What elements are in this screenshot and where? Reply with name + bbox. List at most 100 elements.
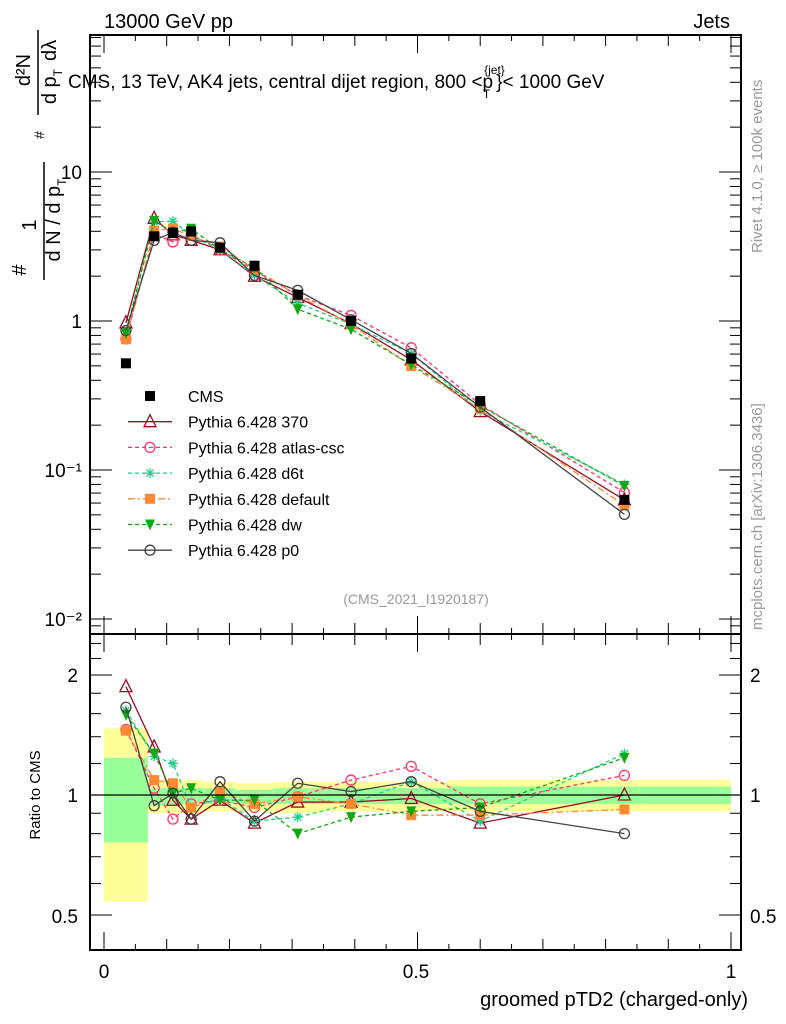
ratio-y-tick-1: 1 — [67, 786, 78, 807]
ratio-y-tick-0.5-right: 0.5 — [750, 907, 776, 928]
square-marker — [149, 775, 160, 786]
triangle-down-marker — [149, 748, 160, 760]
mcplots-label: mcplots.cern.ch [arXiv:1306.3436] — [749, 403, 766, 630]
svg-text:#: # — [9, 264, 31, 276]
triangle-down-marker — [619, 752, 630, 764]
triangle-down-marker — [475, 802, 486, 814]
x-tick-1: 1 — [726, 962, 737, 983]
rivet-label: Rivet 4.1.0, ≥ 100k events — [749, 80, 766, 253]
x-axis-label: groomed pTD2 (charged-only) — [480, 989, 748, 1011]
cms-data-point — [619, 494, 630, 505]
square-marker — [346, 798, 357, 809]
x-tick-0.5: 0.5 — [403, 962, 429, 983]
triangle-down-marker — [149, 215, 160, 227]
series-pythia-6-428-370 — [118, 209, 632, 506]
ratio-frame — [89, 633, 742, 951]
circle-marker — [618, 508, 631, 520]
circle-marker — [292, 777, 304, 789]
analysis-id: (CMS_2021_I1920187) — [343, 591, 489, 607]
cms-data-point — [149, 231, 160, 242]
circle-marker — [345, 774, 357, 786]
legend: CMS Pythia 6.428 370 Pythia 6.428 atlas-cs… — [128, 389, 345, 560]
ratio-line — [125, 714, 625, 835]
legend-item: Pythia 6.428 default — [128, 492, 330, 509]
circle-marker — [120, 324, 132, 337]
triangle-down-marker — [292, 304, 303, 316]
circle-marker — [345, 785, 357, 798]
cms-data-point — [120, 358, 131, 369]
square-marker — [475, 810, 486, 821]
asterisk-marker — [145, 468, 155, 479]
series-line — [125, 217, 625, 501]
cms-data-point — [346, 316, 357, 326]
svg-text:d N / d pT: d N / d pT — [43, 178, 69, 262]
header-left: 13000 GeV pp — [104, 11, 233, 33]
legend-label: Pythia 6.428 370 — [188, 415, 308, 432]
circle-marker — [144, 441, 156, 454]
legend-item: Pythia 6.428 atlas-csc — [128, 440, 345, 457]
circle-marker — [474, 805, 486, 817]
y-tick-label-0.1: 10⁻¹ — [45, 461, 83, 482]
svg-text:#: # — [31, 131, 47, 139]
series-line — [125, 232, 625, 494]
ratio-y-tick-1-right: 1 — [750, 786, 761, 807]
circle-marker — [148, 800, 160, 812]
legend-item: Pythia 6.428 p0 — [128, 543, 299, 560]
cms-data-point — [186, 226, 197, 237]
circle-marker — [214, 776, 226, 788]
triangle-marker — [473, 814, 488, 829]
triangle-down-marker — [346, 812, 357, 824]
triangle-marker — [617, 786, 632, 801]
triangle-down-marker — [249, 795, 260, 807]
asterisk-marker — [167, 758, 178, 769]
x-tick-0: 0 — [99, 962, 110, 983]
square-marker — [145, 391, 155, 401]
cms-data-point — [406, 353, 417, 364]
square-marker — [145, 493, 155, 504]
triangle-down-marker — [214, 795, 225, 807]
series-line — [125, 227, 625, 506]
circle-marker — [405, 760, 417, 772]
ratio-y-tick-0.5: 0.5 — [52, 907, 78, 928]
ratio-series-pythia-6-428-p0 — [120, 701, 631, 840]
triangle-down-marker — [120, 709, 131, 721]
y-tick-label-10: 10 — [61, 163, 82, 184]
series-line — [125, 219, 625, 487]
band-green-bin — [182, 788, 205, 804]
axis-ticks — [90, 35, 741, 950]
legend-label: CMS — [188, 389, 224, 406]
main-series — [118, 209, 632, 520]
svg-text:d pTdλ: d pTdλ — [39, 40, 65, 104]
svg-text:1: 1 — [19, 219, 41, 230]
triangle-marker — [404, 790, 419, 805]
legend-label: Pythia 6.428 atlas-csc — [188, 440, 345, 457]
asterisk-marker — [167, 216, 178, 227]
triangle-down-marker — [346, 324, 357, 336]
ratio-line — [125, 707, 625, 835]
band-green-bin — [104, 757, 148, 843]
square-marker — [292, 791, 303, 802]
asterisk-marker — [292, 298, 303, 309]
asterisk-marker — [475, 816, 486, 827]
ratio-y-tick-2-right: 2 — [750, 666, 761, 687]
legend-item: Pythia 6.428 d6t — [128, 466, 304, 483]
series-line — [125, 231, 625, 515]
svg-text:d²N: d²N — [13, 54, 35, 86]
cms-data-point — [292, 289, 303, 300]
square-marker — [214, 786, 225, 797]
y-tick-label-1: 1 — [71, 312, 82, 333]
cms-data-point — [475, 396, 486, 407]
square-marker — [186, 802, 197, 813]
main-y-label: # 1 d N / d pT # d²N d pTdλ — [9, 30, 69, 280]
circle-marker — [405, 776, 417, 788]
triangle-marker — [118, 678, 133, 693]
circle-marker — [167, 787, 179, 799]
legend-label: Pythia 6.428 default — [188, 492, 330, 509]
asterisk-marker — [292, 812, 303, 823]
cms-data-point — [214, 242, 225, 253]
legend-label: Pythia 6.428 d6t — [188, 466, 304, 483]
plot-title: CMS, 13 TeV, AK4 jets, central dijet reg… — [68, 63, 605, 101]
triangle-marker — [247, 814, 262, 829]
ratio-series-pythia-6-428-dw — [120, 709, 630, 840]
